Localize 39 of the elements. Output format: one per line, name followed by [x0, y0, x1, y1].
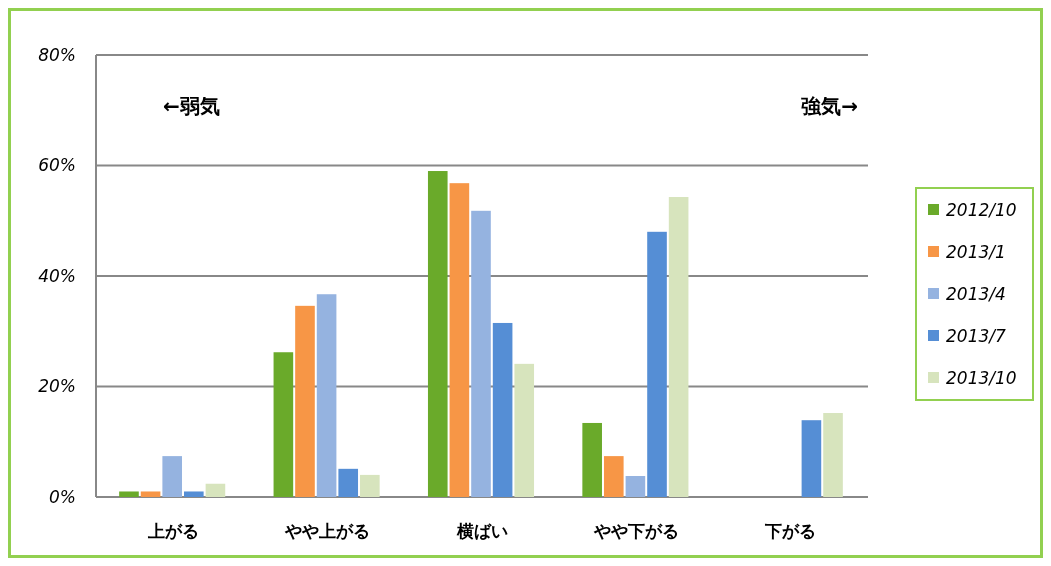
- bar: [427, 171, 448, 497]
- y-tick-label: 40%: [38, 265, 76, 286]
- bar: [582, 422, 602, 497]
- bar: [471, 210, 491, 497]
- y-tick-label: 0%: [49, 486, 76, 507]
- bar: [184, 491, 204, 497]
- x-tick-label: 下がる: [764, 521, 817, 541]
- bar: [119, 491, 139, 497]
- y-tick-label: 60%: [38, 155, 76, 176]
- bar: [603, 456, 624, 497]
- bar: [801, 420, 822, 497]
- x-tick-label: やや上がる: [284, 521, 371, 541]
- x-tick-label: 上がる: [146, 521, 199, 541]
- bar: [492, 322, 513, 497]
- bar: [273, 352, 294, 497]
- bar: [647, 231, 667, 497]
- bar: [514, 363, 535, 497]
- annotation: 強気→: [801, 94, 858, 118]
- bar: [449, 183, 470, 497]
- legend-label: 2013/10: [946, 367, 1017, 388]
- bar: [205, 483, 226, 497]
- legend-label: 2013/1: [946, 241, 1006, 262]
- legend-label: 2013/4: [946, 283, 1006, 304]
- legend-label: 2012/10: [946, 199, 1017, 220]
- bar: [625, 476, 646, 497]
- legend-label: 2013/7: [946, 325, 1006, 346]
- x-tick-label: やや下がる: [592, 521, 679, 541]
- bar: [295, 305, 315, 497]
- bar: [140, 491, 161, 497]
- bar: [338, 468, 359, 497]
- bar: [823, 413, 843, 497]
- annotation: ←弱気: [163, 94, 220, 118]
- bar: [360, 474, 380, 497]
- y-tick-label: 80%: [38, 44, 76, 65]
- y-tick-label: 20%: [38, 376, 76, 397]
- x-tick-label: 横ばい: [455, 521, 508, 541]
- bar: [668, 196, 689, 497]
- bar: [316, 294, 337, 497]
- bar: [162, 456, 183, 497]
